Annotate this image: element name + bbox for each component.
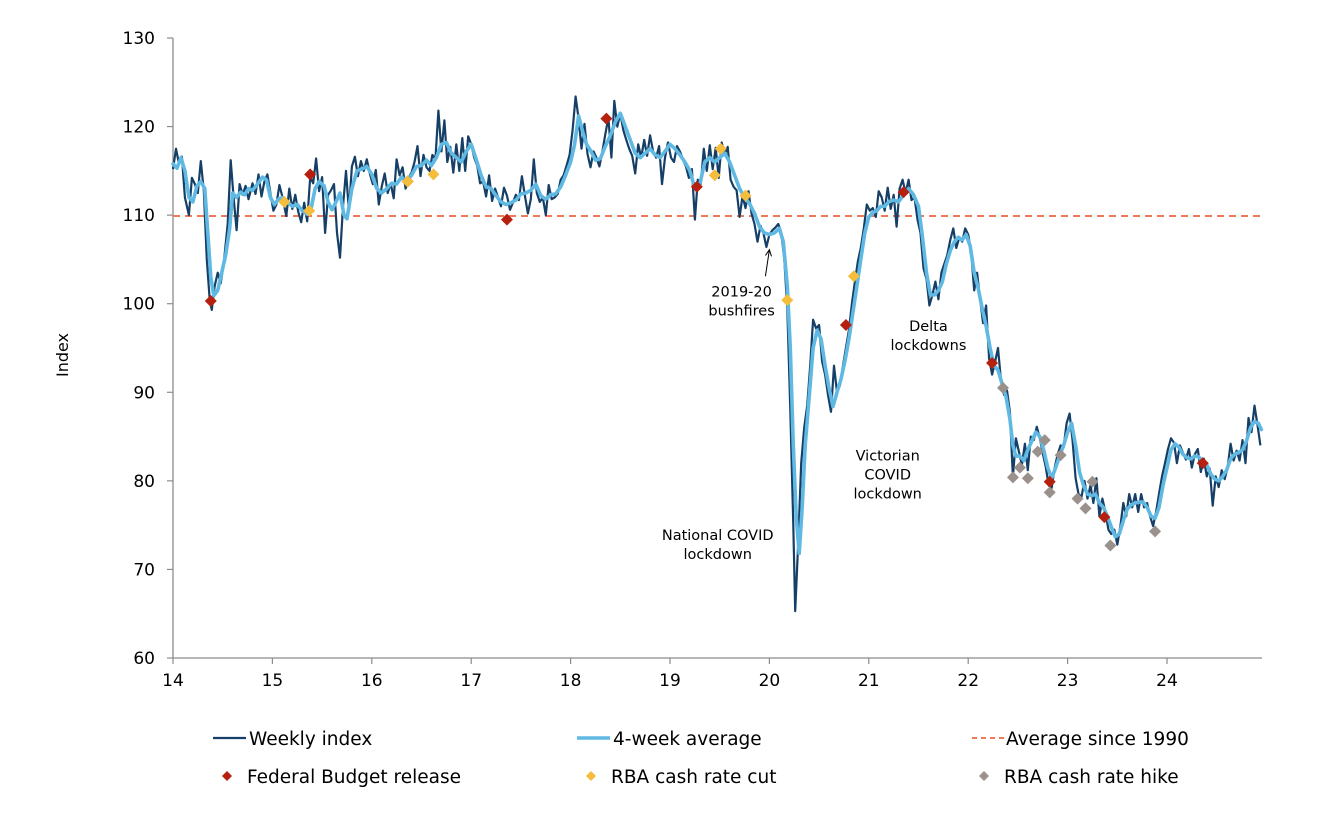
federal-budget-marker bbox=[839, 318, 852, 331]
legend-label: RBA cash rate hike bbox=[1004, 767, 1179, 788]
annotation-line: 2019-20 bbox=[711, 285, 772, 301]
legend-item: Weekly index bbox=[213, 729, 372, 750]
legend-item: Average since 1990 bbox=[972, 729, 1189, 750]
rba-hike-marker bbox=[1013, 461, 1026, 474]
event-markers bbox=[204, 112, 1209, 552]
rba-hike-marker bbox=[1038, 434, 1051, 447]
federal-budget-marker bbox=[304, 168, 317, 181]
annotation-text: National COVID lockdown bbox=[662, 528, 774, 563]
rba-hike-marker bbox=[996, 381, 1009, 394]
annotation-text: Delta lockdowns bbox=[890, 319, 966, 354]
legend-item: Federal Budget release bbox=[222, 767, 461, 788]
rba-cut-marker bbox=[847, 270, 860, 283]
annotation-line: bushfires bbox=[708, 304, 774, 320]
rba-hike-marker bbox=[1149, 525, 1162, 538]
annotation-text: Victorian COVID lockdown bbox=[853, 448, 921, 502]
four-week-average-line bbox=[171, 111, 1264, 556]
federal-budget-marker bbox=[1098, 511, 1111, 524]
x-tick-label: 21 bbox=[858, 671, 880, 691]
federal-budget-marker bbox=[1196, 457, 1209, 470]
y-tick-label: 120 bbox=[123, 118, 155, 138]
annotation-line: lockdown bbox=[684, 547, 752, 563]
legend-label: 4-week average bbox=[613, 729, 762, 750]
legend-label: Weekly index bbox=[249, 729, 372, 750]
x-tick-label: 15 bbox=[262, 671, 284, 691]
annotation-line: Victorian bbox=[856, 448, 920, 464]
federal-budget-marker bbox=[204, 295, 217, 308]
rba-cut-marker bbox=[401, 175, 414, 188]
rba-hike-marker bbox=[1043, 486, 1056, 499]
x-tick-label: 19 bbox=[659, 671, 681, 691]
annotation-arrowhead bbox=[765, 248, 772, 257]
y-tick-label: 90 bbox=[133, 383, 155, 403]
rba-cut-marker bbox=[781, 294, 794, 307]
x-tick-label: 18 bbox=[560, 671, 582, 691]
annotation-line: lockdown bbox=[853, 486, 921, 502]
axes: 60 70 80 90 100 110 120 130 14 15 16 17 18 19 20 21 22 23… bbox=[123, 29, 1262, 691]
y-tick-label: 100 bbox=[123, 295, 155, 315]
x-tick-label: 16 bbox=[361, 671, 383, 691]
y-axis-title: Index bbox=[53, 333, 72, 377]
rba-hike-marker bbox=[1071, 492, 1084, 505]
rba-cut-marker bbox=[278, 195, 291, 208]
rba-hike-marker bbox=[1079, 502, 1092, 515]
rba-cut-marker bbox=[739, 189, 752, 202]
x-tick-label: 17 bbox=[460, 671, 482, 691]
rba-hike-marker bbox=[1006, 471, 1019, 484]
x-tick-label: 23 bbox=[1057, 671, 1079, 691]
rba-cut-marker bbox=[708, 169, 721, 182]
legend-label: RBA cash rate cut bbox=[611, 767, 776, 788]
annotation-text: 2019-20 bushfires bbox=[708, 285, 774, 320]
federal-budget-marker bbox=[690, 180, 703, 193]
legend-label: Federal Budget release bbox=[247, 767, 461, 788]
federal-budget-marker bbox=[500, 213, 513, 226]
rba-hike-marker bbox=[1086, 475, 1099, 488]
x-tick-label: 24 bbox=[1156, 671, 1178, 691]
federal-budget-marker bbox=[1043, 475, 1056, 488]
federal-budget-marker bbox=[986, 357, 999, 370]
y-tick-label: 60 bbox=[133, 649, 155, 669]
rba-hike-marker bbox=[1021, 472, 1034, 485]
x-tick-label: 22 bbox=[957, 671, 979, 691]
rba-cut-marker bbox=[303, 204, 316, 217]
y-tick-label: 70 bbox=[133, 560, 155, 580]
rba-hike-marker bbox=[1031, 445, 1044, 458]
rba-hike-marker bbox=[1054, 449, 1067, 462]
four-week-average-series bbox=[171, 111, 1264, 556]
annotation-line: National COVID bbox=[662, 528, 774, 544]
annotation-line: lockdowns bbox=[890, 338, 966, 354]
federal-budget-marker bbox=[897, 186, 910, 199]
legend-diamond-swatch bbox=[586, 771, 596, 781]
x-tick-label: 14 bbox=[162, 671, 184, 691]
legend-item: 4-week average bbox=[577, 729, 762, 750]
legend-label: Average since 1990 bbox=[1006, 729, 1189, 750]
rba-cut-marker bbox=[427, 168, 440, 181]
legend-diamond-swatch bbox=[979, 771, 989, 781]
legend-item: RBA cash rate hike bbox=[979, 767, 1179, 788]
annotation-line: Delta bbox=[909, 319, 948, 335]
legend: Weekly index 4-week average Average since … bbox=[213, 729, 1189, 788]
y-tick-label: 110 bbox=[123, 206, 155, 226]
annotation-arrow bbox=[764, 249, 770, 277]
annotation-line: COVID bbox=[864, 467, 911, 483]
y-tick-label: 80 bbox=[133, 472, 155, 492]
legend-item: RBA cash rate cut bbox=[586, 767, 776, 788]
x-tick-label: 20 bbox=[759, 671, 781, 691]
rba-hike-marker bbox=[1104, 539, 1117, 552]
y-tick-label: 130 bbox=[123, 29, 155, 49]
legend-diamond-swatch bbox=[222, 771, 232, 781]
federal-budget-marker bbox=[600, 112, 613, 125]
rba-cut-marker bbox=[714, 142, 727, 155]
